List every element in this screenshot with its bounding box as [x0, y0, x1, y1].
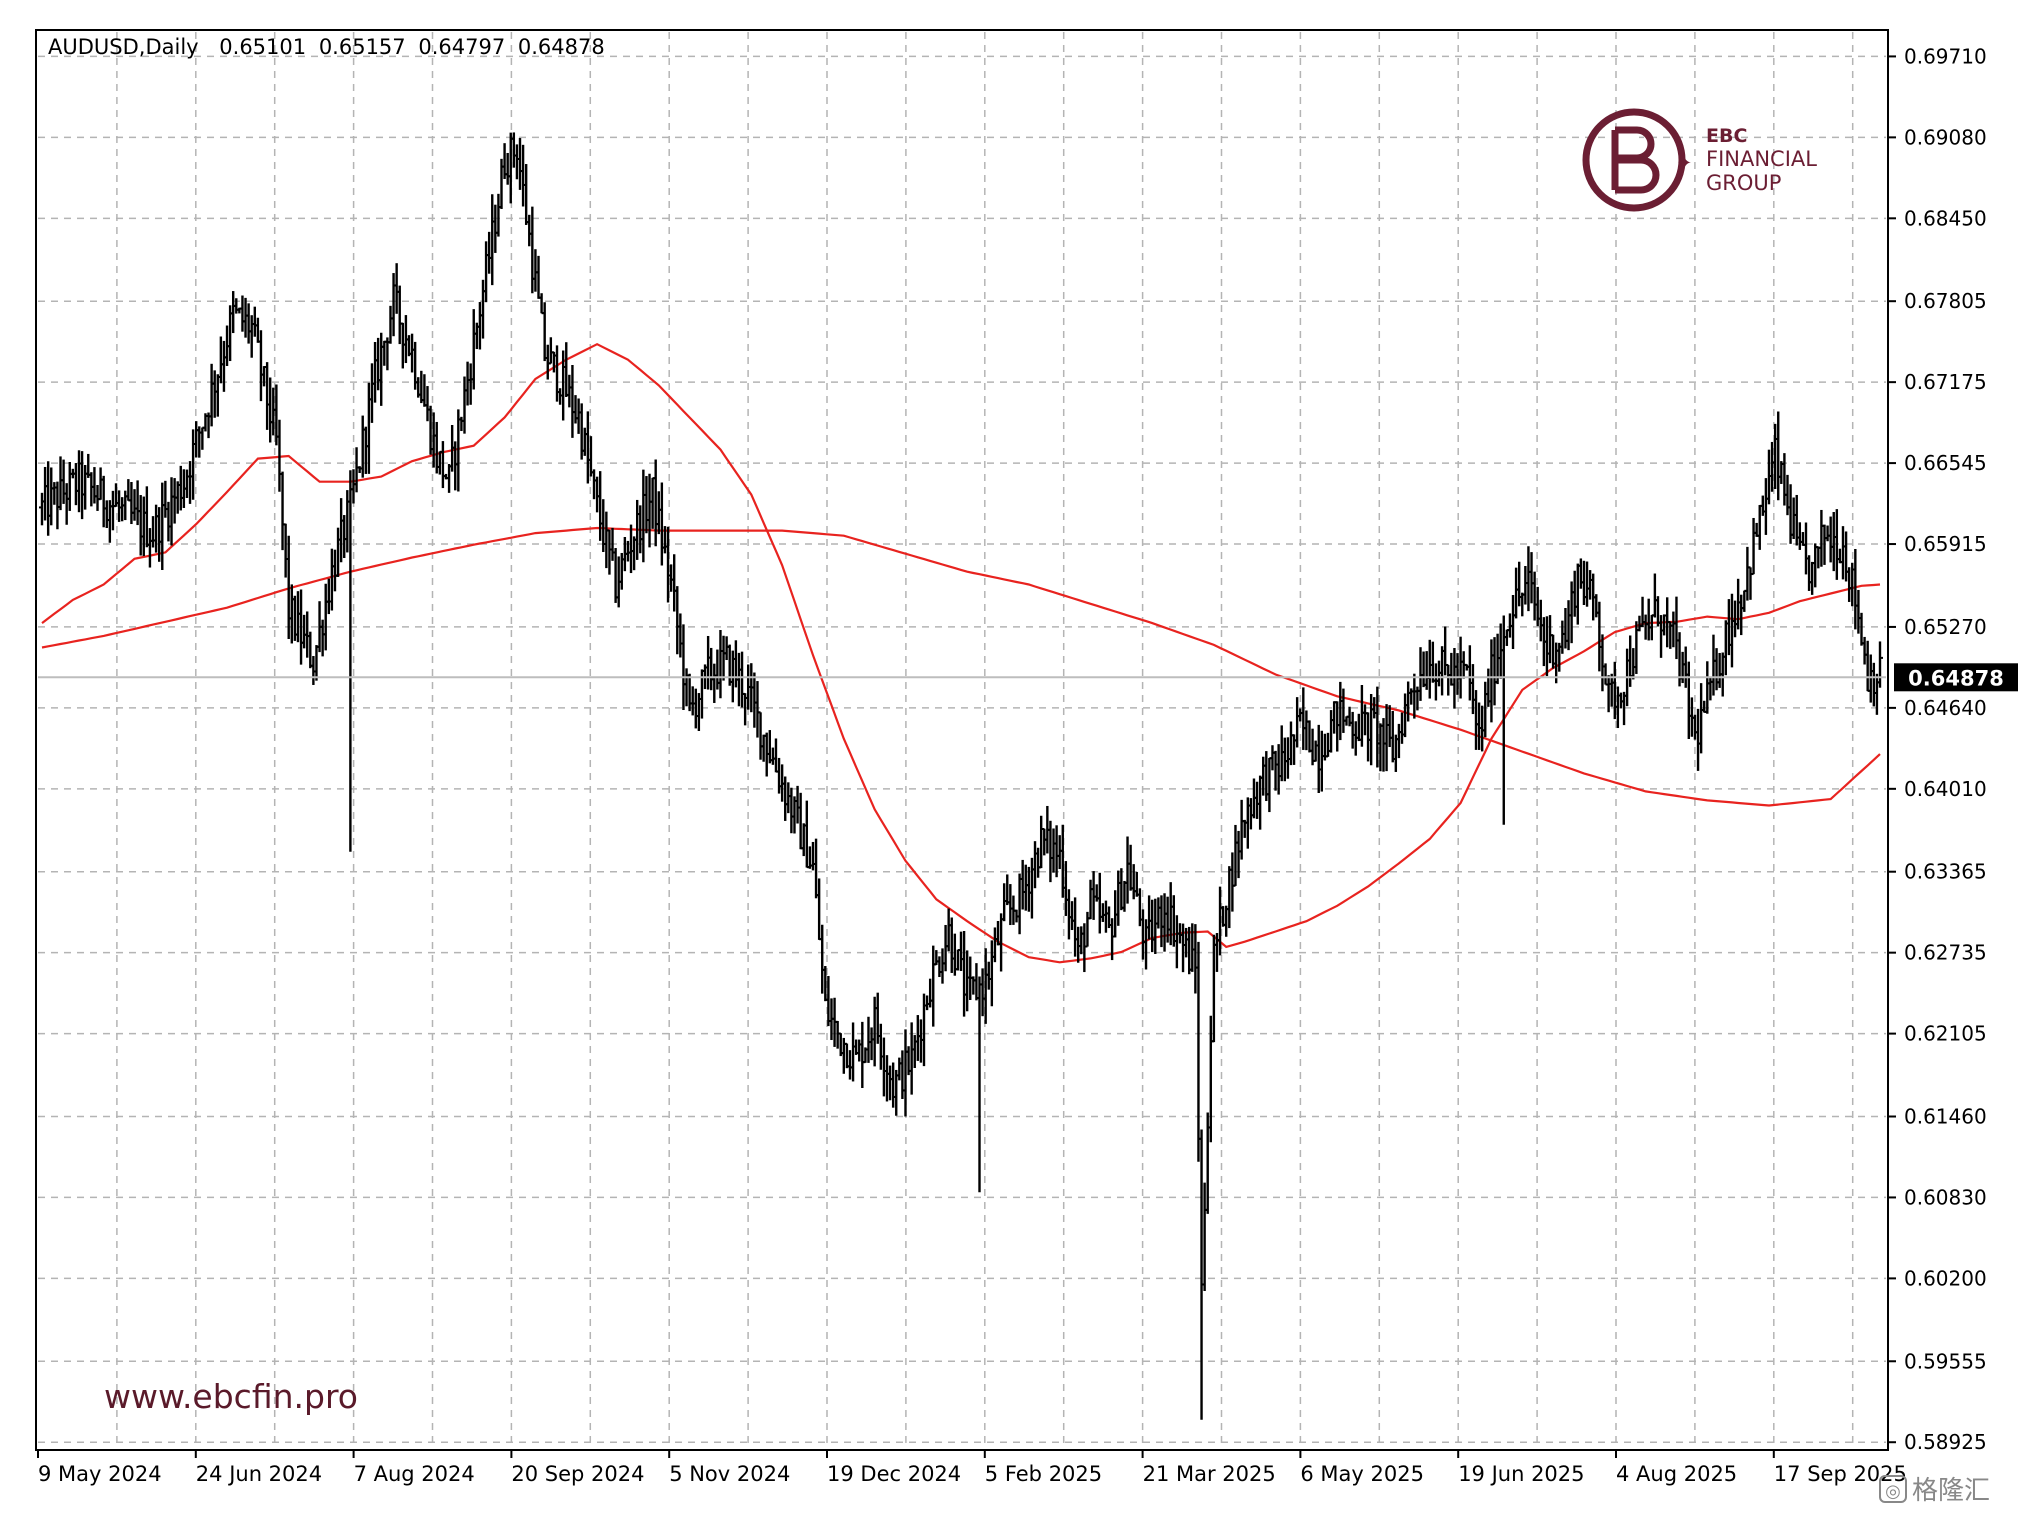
x-tick-label: 5 Nov 2024: [669, 1462, 790, 1486]
x-tick-label: 24 Jun 2024: [196, 1462, 322, 1486]
x-tick-label: 21 Mar 2025: [1143, 1462, 1276, 1486]
x-tick-label: 19 Jun 2025: [1458, 1462, 1584, 1486]
ebc-logo-icon: [1582, 108, 1686, 212]
x-tick-label: 20 Sep 2024: [511, 1462, 644, 1486]
symbol-label: AUDUSD,Daily: [48, 35, 199, 59]
open-value: 0.65101: [219, 35, 306, 59]
x-axis: 9 May 2024 24 Jun 2024 7 Aug 2024 20 Sep 20…: [37, 1450, 1907, 1486]
chart-header: AUDUSD,Daily 0.65101 0.65157 0.64797 0.6…: [48, 35, 605, 59]
y-tick-label: 0.69080: [1904, 125, 1987, 149]
y-tick-label: 0.62735: [1904, 941, 1987, 965]
x-tick-label: 19 Dec 2024: [827, 1462, 961, 1486]
svg-text:◎: ◎: [1885, 1481, 1901, 1502]
x-tick-label: 5 Feb 2025: [985, 1462, 1102, 1486]
x-tick-label: 4 Aug 2025: [1616, 1462, 1737, 1486]
y-axis: 0.69710 0.69080 0.68450 0.67805 0.67175 0.665…: [1888, 44, 1987, 1454]
y-tick-label: 0.61460: [1904, 1104, 1987, 1128]
y-tick-label: 0.65270: [1904, 615, 1987, 639]
y-tick-label: 0.62105: [1904, 1022, 1987, 1046]
high-value: 0.65157: [319, 35, 406, 59]
y-tick-label: 0.58925: [1904, 1430, 1987, 1454]
y-tick-label: 0.59555: [1904, 1349, 1987, 1373]
y-tick-label: 0.66545: [1904, 451, 1987, 475]
y-tick-label: 0.63365: [1904, 860, 1987, 884]
y-tick-label: 0.64640: [1904, 696, 1987, 720]
y-tick-label: 0.60830: [1904, 1185, 1987, 1209]
brand-line-1: EBC: [1706, 125, 1747, 147]
website-url: www.ebcfin.pro: [104, 1377, 358, 1416]
ma-slow-line: [41, 526, 1881, 807]
low-value: 0.64797: [418, 35, 505, 59]
svg-text:✦: ✦: [1677, 153, 1692, 174]
ebc-logo: ✦ EBC FINANCIAL GROUP: [1582, 108, 1817, 212]
x-tick-label: 7 Aug 2024: [354, 1462, 475, 1486]
ohlc-bar: [1877, 641, 1883, 688]
y-tick-label: 0.68450: [1904, 206, 1987, 230]
moving-averages: [41, 342, 1881, 964]
x-tick-label: 6 May 2025: [1300, 1462, 1424, 1486]
grid-lines: [38, 32, 1886, 1448]
svg-text:AUDUSD,Daily 0.65101: AUDUSD,Daily 0.65101 0.65157 0.64797 0.6…: [48, 35, 605, 59]
ohlc-bars: [39, 132, 1883, 1420]
brand-line-3: GROUP: [1706, 171, 1781, 195]
plot-frame: [35, 29, 1889, 1451]
y-tick-label: 0.67175: [1904, 370, 1987, 394]
corner-watermark-text: 格隆汇: [1912, 1476, 1990, 1506]
x-tick-label: 17 Sep 2025: [1774, 1462, 1907, 1486]
ma-fast-line: [41, 342, 1881, 964]
y-tick-label: 0.67805: [1904, 289, 1987, 313]
current-price-tag: 0.64878: [1894, 663, 2018, 692]
brand-line-2: FINANCIAL: [1706, 147, 1817, 171]
y-tick-label: 0.60200: [1904, 1266, 1987, 1290]
close-value: 0.64878: [518, 35, 605, 59]
y-tick-label: 0.69710: [1904, 44, 1987, 68]
y-tick-label: 0.64010: [1904, 777, 1987, 801]
x-tick-label: 9 May 2024: [38, 1462, 162, 1486]
y-tick-label: 0.65915: [1904, 532, 1987, 556]
current-price-label: 0.64878: [1908, 666, 2004, 690]
corner-watermark: ◎ 格隆汇: [1879, 1475, 1990, 1506]
